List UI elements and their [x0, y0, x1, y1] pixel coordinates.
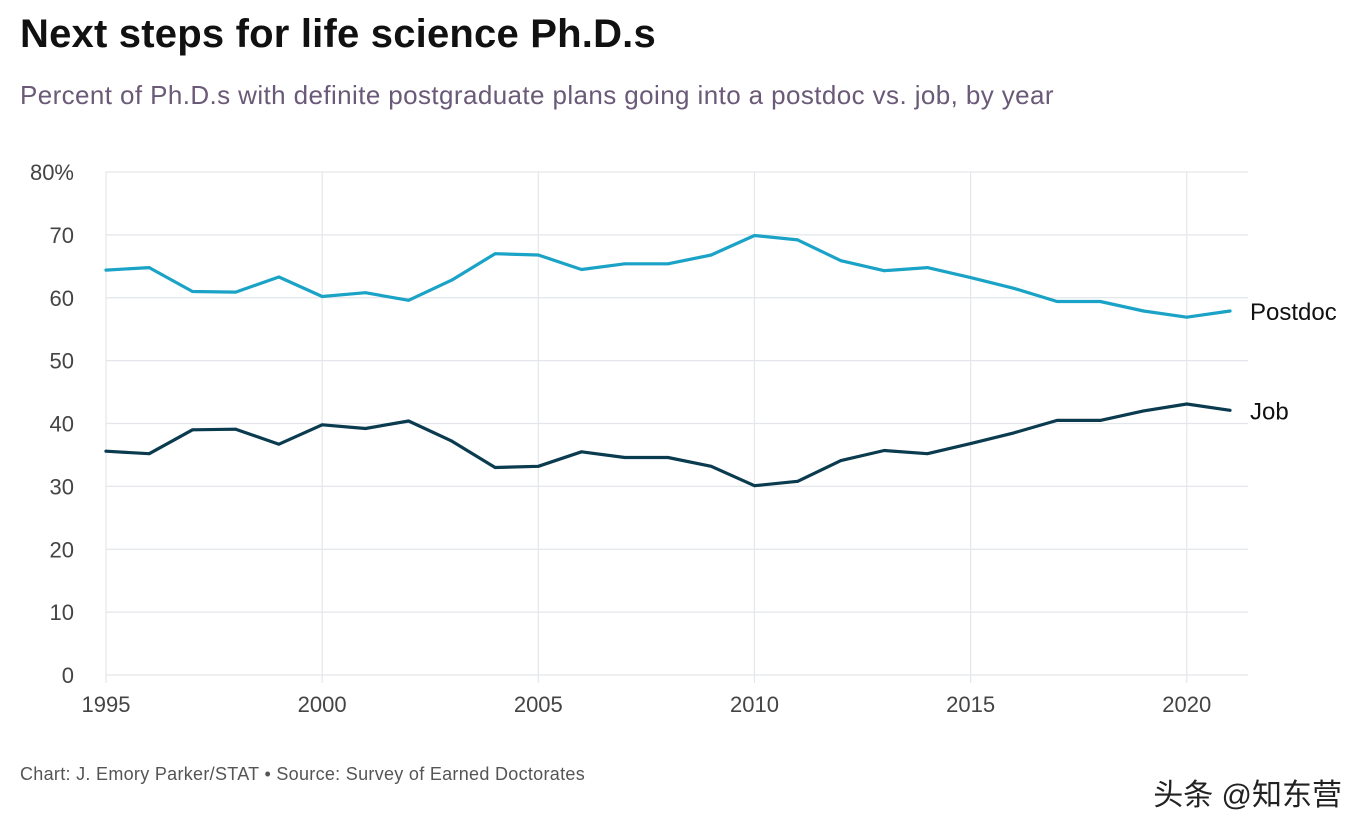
y-tick-label: 30: [50, 474, 74, 499]
postdoc-data-point: [1012, 286, 1016, 290]
postdoc-data-point: [407, 298, 411, 302]
watermark-text: 头条 @知东营: [1153, 779, 1342, 812]
postdoc-data-point: [191, 290, 194, 293]
y-tick-label: 80%: [30, 160, 74, 185]
postdoc-data-point: [925, 266, 929, 269]
postdoc-data-point: [147, 266, 151, 269]
postdoc-data-point: [969, 276, 973, 280]
x-tick-label: 2010: [730, 692, 779, 717]
job-data-point: [709, 464, 713, 468]
x-tick-label: 2005: [514, 692, 563, 717]
chart-subtitle: Percent of Ph.D.s with definite postgrad…: [20, 80, 1054, 110]
job-data-point: [450, 439, 454, 443]
postdoc-data-point: [839, 259, 843, 263]
postdoc-data-point: [882, 269, 886, 273]
chart-title: Next steps for life science Ph.D.s: [20, 12, 656, 56]
postdoc-data-point: [104, 268, 108, 272]
postdoc-data-point: [320, 295, 324, 298]
x-tick-label: 2000: [298, 692, 347, 717]
postdoc-data-point: [450, 278, 454, 282]
postdoc-data-point: [796, 238, 800, 242]
job-data-point: [623, 456, 627, 459]
job-data-point: [104, 449, 108, 453]
y-tick-label: 20: [50, 537, 74, 562]
job-data-point: [1012, 431, 1016, 435]
postdoc-data-point: [1055, 300, 1059, 303]
chart-source-note: Chart: J. Emory Parker/STAT • Source: Su…: [20, 764, 586, 784]
job-data-point: [882, 449, 886, 452]
postdoc-data-point: [709, 253, 713, 257]
y-tick-label: 40: [50, 412, 74, 437]
postdoc-data-point: [623, 262, 627, 266]
y-tick-label: 60: [50, 286, 74, 311]
y-tick-label: 70: [50, 223, 74, 248]
job-data-point: [753, 484, 756, 488]
job-data-point: [147, 452, 151, 456]
postdoc-data-point: [1142, 309, 1145, 313]
job-data-point: [925, 452, 929, 456]
job-data-point: [1055, 418, 1059, 422]
job-data-point: [969, 442, 973, 446]
postdoc-data-point: [1228, 309, 1232, 313]
job-data-point: [191, 428, 194, 432]
job-data-point: [1185, 402, 1189, 406]
series-layer: [104, 233, 1232, 488]
grid-layer: [105, 171, 1248, 683]
postdoc-data-point: [234, 290, 238, 294]
postdoc-data-point: [666, 262, 670, 266]
y-tick-label: 10: [50, 600, 74, 625]
job-series-line: [104, 402, 1232, 488]
x-tick-label: 2020: [1162, 692, 1211, 717]
job-data-point: [839, 459, 843, 462]
job-data-point: [277, 442, 281, 446]
job-data-point: [580, 450, 583, 454]
postdoc-data-point: [753, 234, 756, 237]
job-data-point: [1228, 408, 1232, 412]
y-tick-label: 0: [62, 663, 74, 688]
job-data-point: [1142, 409, 1145, 413]
postdoc-data-point: [493, 252, 497, 256]
job-data-point: [493, 466, 497, 469]
job-data-point: [363, 427, 367, 430]
job-data-point: [320, 423, 324, 427]
job-data-point: [536, 464, 540, 468]
postdoc-series-line: [104, 233, 1232, 319]
postdoc-data-point: [277, 275, 281, 279]
axis-layer: 0 10 20 30 40 50 60 70 80% 1995 2000 2005 2010 2015 20…: [30, 160, 1211, 717]
x-tick-label: 2015: [946, 692, 995, 717]
x-tick-label: 1995: [82, 692, 131, 717]
y-tick-label: 50: [50, 349, 74, 374]
job-data-point: [1098, 418, 1102, 422]
postdoc-data-point: [1185, 315, 1189, 319]
job-data-point: [234, 427, 238, 431]
postdoc-series-label: Postdoc: [1250, 299, 1337, 326]
job-data-point: [407, 419, 411, 423]
job-series-label: Job: [1250, 398, 1289, 425]
postdoc-data-point: [1098, 300, 1102, 303]
job-data-point: [666, 456, 670, 459]
job-data-point: [796, 479, 800, 483]
series-label-layer: Postdoc Job: [1250, 299, 1337, 425]
postdoc-data-point: [363, 291, 367, 295]
postdoc-data-point: [580, 268, 583, 271]
postdoc-data-point: [536, 253, 540, 257]
